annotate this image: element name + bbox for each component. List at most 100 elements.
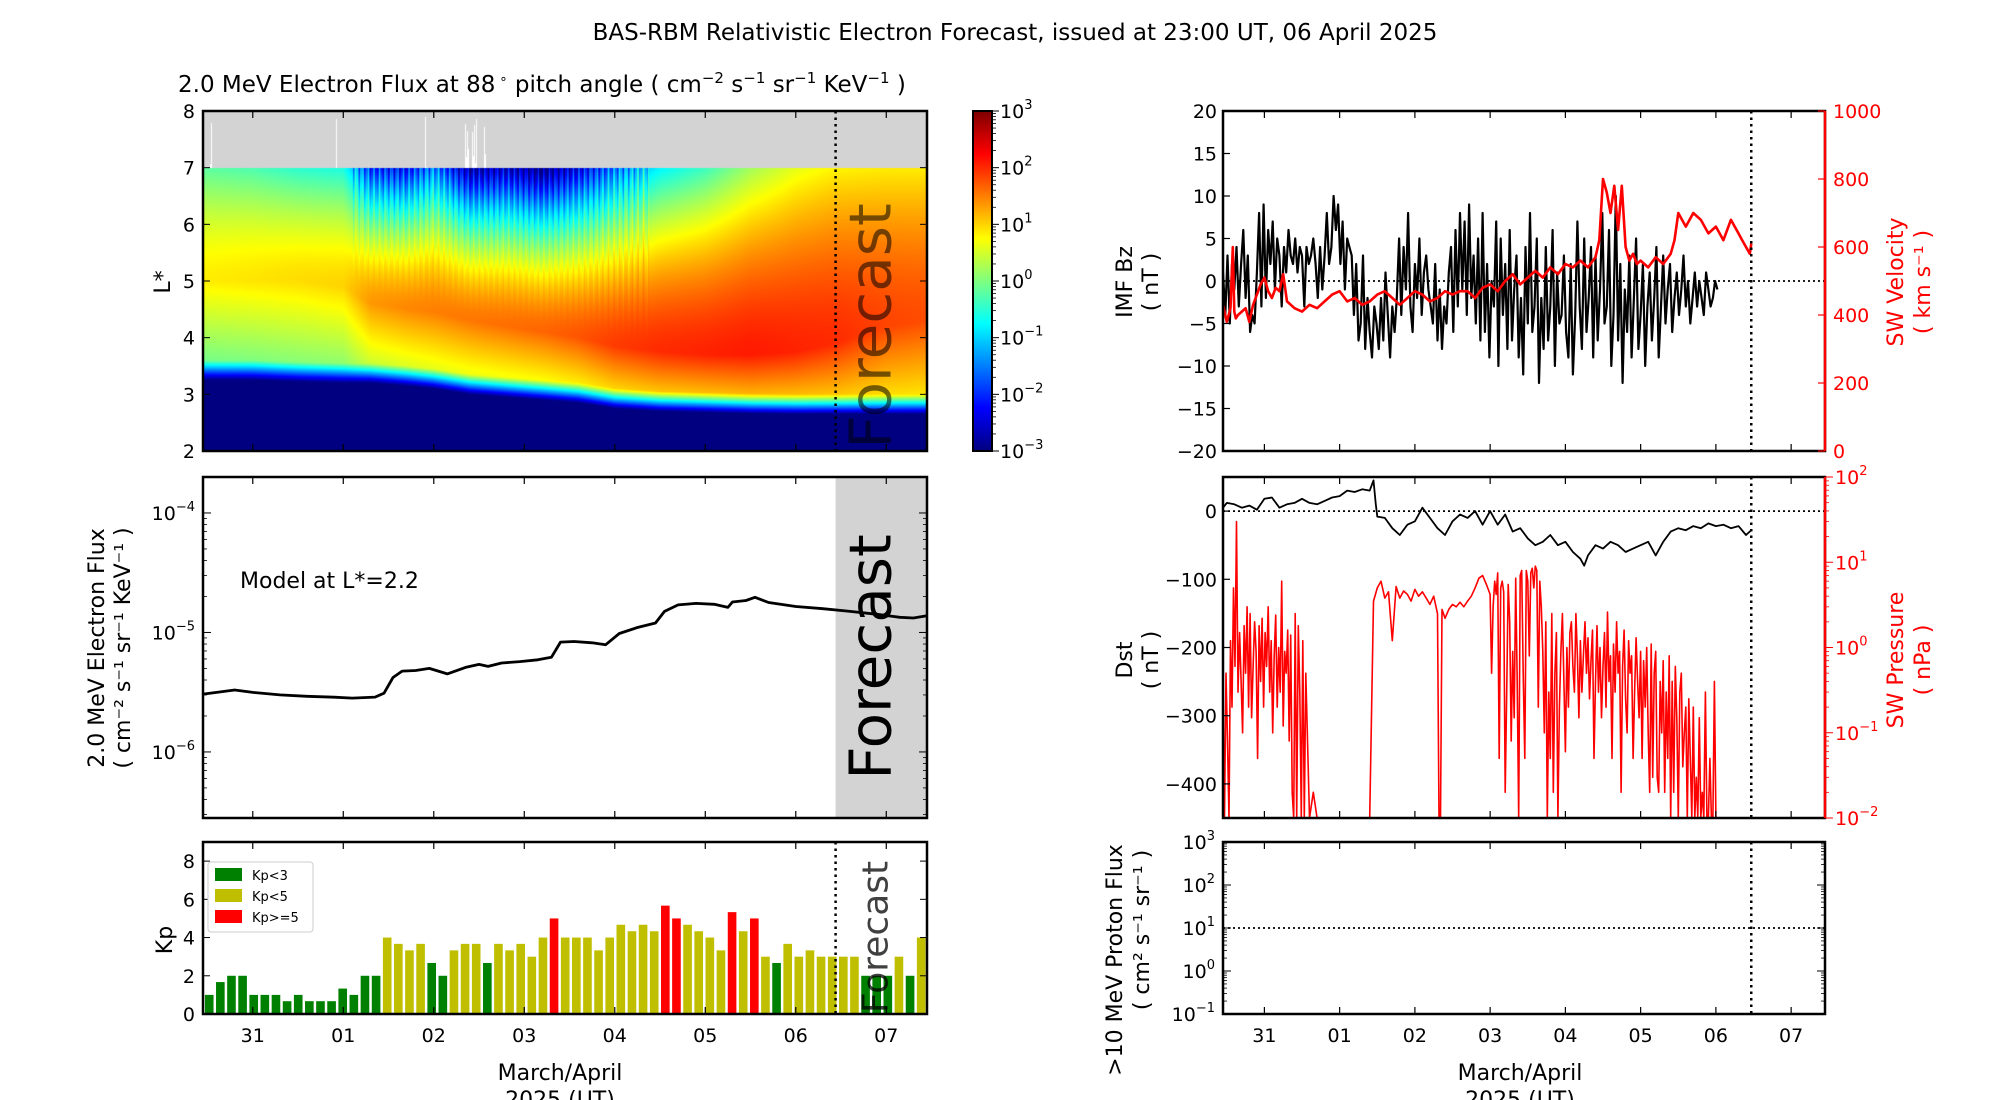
x-tick-label: 05 — [693, 1025, 717, 1047]
kp-bar — [727, 912, 737, 1014]
y-tick-label: 103 — [1000, 98, 1032, 123]
y-tick-label: 102 — [1835, 464, 1867, 489]
kp-bar — [905, 975, 915, 1014]
imf-bz-line — [1221, 194, 1719, 385]
y-tick-label: 1000 — [1833, 101, 1881, 123]
kp-bar — [894, 956, 904, 1014]
kp-bar — [460, 943, 470, 1014]
kp-bar — [249, 994, 259, 1014]
y-tick-label: 5 — [183, 271, 195, 293]
y-tick-label: 4 — [183, 928, 195, 950]
x-tick-label: 03 — [1478, 1025, 1502, 1047]
kp-bar — [382, 937, 392, 1014]
y-tick-label: 100 — [1183, 958, 1215, 983]
kp-bar — [672, 918, 681, 1014]
x-tick-label: 31 — [241, 1025, 265, 1047]
y-tick-label: 10−1 — [1000, 325, 1043, 350]
y-tick-label: 800 — [1833, 169, 1869, 191]
y-tick-label: 3 — [183, 384, 195, 406]
y-tick-label: 102 — [1183, 872, 1215, 897]
y-tick-label: 8 — [183, 851, 195, 873]
proton-flux-axes: 31 01 02 03 04 05 06 07 103 102 101 100 10−1 — [1172, 829, 1827, 1047]
kp-frame — [201, 840, 929, 1016]
forecast-label: Forecast — [837, 534, 905, 779]
kp-bar — [694, 931, 704, 1014]
dst-ylabel-units: ( nT ) — [1139, 631, 1164, 690]
y-tick-label: 101 — [1000, 211, 1032, 236]
kp-bar — [560, 937, 570, 1014]
legend-label: Kp>=5 — [252, 911, 299, 926]
kp-bar — [204, 994, 214, 1014]
kp-bar — [349, 994, 359, 1014]
y-tick-label: 8 — [183, 101, 195, 123]
flux-ylabel-units: ( cm⁻² s⁻¹ sr⁻¹ KeV⁻¹ ) — [111, 527, 136, 768]
kp-bar — [260, 994, 270, 1014]
kp-bar — [649, 931, 659, 1014]
flux-frame — [201, 475, 929, 820]
kp-bar — [449, 950, 459, 1014]
kp-bar — [327, 1001, 336, 1014]
kp-legend: Kp<3 Kp<5 Kp>=5 — [207, 861, 314, 933]
kp-bar — [594, 950, 603, 1014]
kp-bar — [527, 956, 537, 1014]
electron-flux-heatmap — [203, 111, 927, 451]
sw-pressure-line — [1223, 520, 1721, 818]
kp-bar — [394, 943, 403, 1014]
y-tick-label: −5 — [1189, 314, 1217, 336]
forecast-label: Forecast — [837, 203, 905, 448]
y-tick-label: 10−2 — [1000, 381, 1043, 406]
flux-annotation: Model at L*=2.2 — [240, 569, 419, 594]
kp-bar — [538, 937, 548, 1014]
sw-velocity-line — [1221, 177, 1753, 324]
x-tick-label: 02 — [1403, 1025, 1427, 1047]
y-tick-label: 10−1 — [1172, 1001, 1215, 1026]
y-tick-label: −15 — [1177, 399, 1217, 421]
kp-bar — [738, 931, 748, 1014]
kp-bar — [794, 956, 804, 1014]
kp-bar — [516, 943, 526, 1014]
y-tick-label: 102 — [1000, 155, 1032, 180]
y-tick-label: −10 — [1177, 356, 1217, 378]
x-tick-label: 06 — [784, 1025, 808, 1047]
colorbar-axes: 103 102 101 100 10−1 10−2 10−3 — [972, 98, 1043, 463]
kp-bar — [850, 956, 859, 1014]
x-tick-label: 07 — [1779, 1025, 1803, 1047]
x-tick-label: 04 — [603, 1025, 627, 1047]
kp-bar — [549, 918, 559, 1014]
kp-bar — [471, 943, 481, 1014]
bz-ylabel-units: ( nT ) — [1139, 253, 1164, 312]
y-tick-label: 10 — [1193, 186, 1217, 208]
sw-velocity-ylabel: SW Velocity — [1884, 217, 1909, 346]
kp-bar — [627, 931, 637, 1014]
kp-bar — [282, 1001, 292, 1014]
kp-ylabel: Kp — [153, 926, 178, 954]
kp-bar — [605, 937, 615, 1014]
kp-bar — [216, 982, 225, 1014]
legend-swatch — [215, 889, 242, 902]
kp-bar — [638, 924, 648, 1014]
right-xlabel-line1: March/April — [1458, 1061, 1583, 1086]
kp-bar — [616, 924, 626, 1014]
legend-swatch — [215, 868, 242, 881]
x-tick-label: 03 — [512, 1025, 536, 1047]
kp-bar — [883, 975, 893, 1014]
x-tick-label: 04 — [1553, 1025, 1577, 1047]
legend-label: Kp<3 — [252, 869, 288, 884]
heatmap-axes: Forecast 2 3 4 5 6 7 8 — [183, 101, 929, 463]
y-tick-label: 200 — [1833, 373, 1869, 395]
y-tick-label: 0 — [183, 1004, 195, 1026]
left-xlabel-line1: March/April — [498, 1061, 623, 1086]
y-tick-label: 15 — [1193, 144, 1217, 166]
kp-bar — [683, 924, 692, 1014]
kp-bar — [505, 950, 514, 1014]
electron-flux-line-axes: Forecast 10−4 10−5 10−6 — [152, 475, 929, 820]
figure-title: BAS-RBM Relativistic Electron Forecast, … — [593, 20, 1438, 46]
kp-bar — [293, 994, 303, 1014]
kp-bar — [316, 1001, 325, 1014]
y-tick-label: 6 — [183, 889, 195, 911]
y-tick-label: 400 — [1833, 305, 1869, 327]
y-tick-label: 101 — [1835, 549, 1867, 574]
kp-bar — [705, 937, 715, 1014]
kp-bar — [416, 943, 425, 1014]
kp-bar — [360, 975, 370, 1014]
